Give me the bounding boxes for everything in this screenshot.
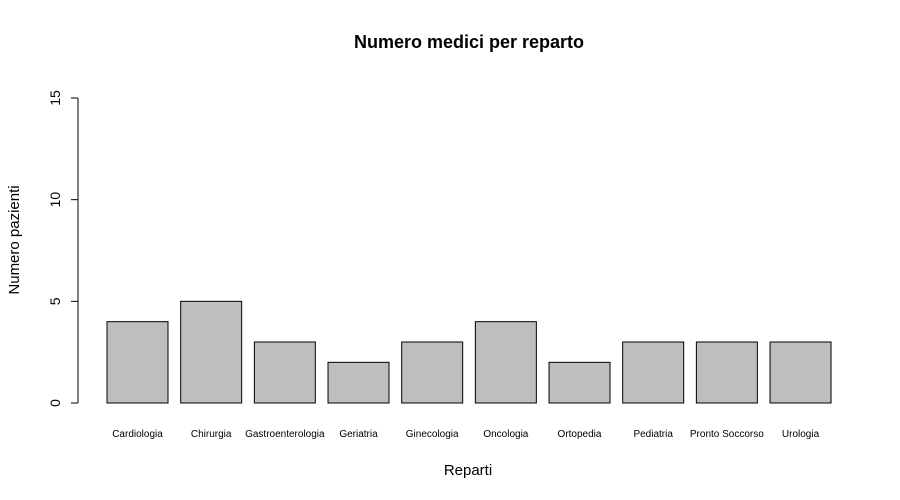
chart-title: Numero medici per reparto [354, 32, 584, 52]
y-tick-label: 0 [47, 399, 63, 407]
bars [106, 300, 832, 404]
x-category-label: Ginecologia [406, 429, 459, 440]
bar-pediatria [622, 341, 685, 404]
x-category-label: Oncologia [483, 429, 528, 440]
x-category-label: Urologia [782, 429, 820, 440]
y-axis-label: Numero pazienti [6, 185, 23, 294]
bar-chirurgia [180, 300, 243, 404]
y-tick-label: 10 [47, 192, 63, 208]
y-tick-label: 15 [47, 90, 63, 106]
x-axis-label: Reparti [444, 462, 492, 479]
bar-geriatria [327, 361, 390, 404]
category-labels: Cardiologia Chirurgia Gastroenterologia Ger… [112, 429, 819, 440]
x-category-label: Chirurgia [191, 429, 232, 440]
bar-ginecologia [401, 341, 464, 404]
x-category-label: Pronto Soccorso [690, 429, 764, 440]
x-category-label: Pediatria [633, 429, 673, 440]
bar-gastroenterologia [253, 341, 316, 404]
x-category-label: Ortopedia [558, 429, 602, 440]
bar-ortopedia [548, 361, 611, 404]
y-axis: 0 5 10 15 [47, 90, 79, 407]
x-category-label: Gastroenterologia [245, 429, 325, 440]
x-category-label: Geriatria [339, 429, 378, 440]
bar-urologia [769, 341, 832, 404]
bar-pronto-soccorso [695, 341, 758, 404]
y-tick-label: 5 [47, 297, 63, 305]
bar-cardiologia [106, 321, 169, 404]
x-category-label: Cardiologia [112, 429, 163, 440]
bar-oncologia [474, 321, 537, 404]
